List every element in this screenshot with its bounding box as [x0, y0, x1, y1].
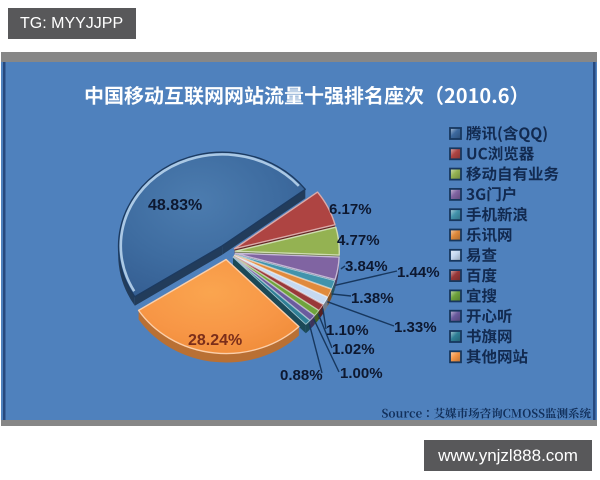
svg-text:3.84%: 3.84%: [345, 258, 388, 275]
svg-text:28.24%: 28.24%: [188, 332, 242, 349]
svg-text:6.17%: 6.17%: [329, 201, 372, 218]
svg-text:0.88%: 0.88%: [280, 367, 323, 384]
svg-text:1.10%: 1.10%: [326, 322, 369, 339]
svg-text:1.00%: 1.00%: [340, 365, 383, 382]
svg-text:1.33%: 1.33%: [394, 319, 437, 336]
svg-text:1.02%: 1.02%: [332, 341, 375, 358]
svg-text:48.83%: 48.83%: [148, 197, 202, 214]
svg-text:1.44%: 1.44%: [397, 264, 440, 281]
svg-text:1.38%: 1.38%: [351, 290, 394, 307]
svg-text:4.77%: 4.77%: [337, 232, 380, 249]
